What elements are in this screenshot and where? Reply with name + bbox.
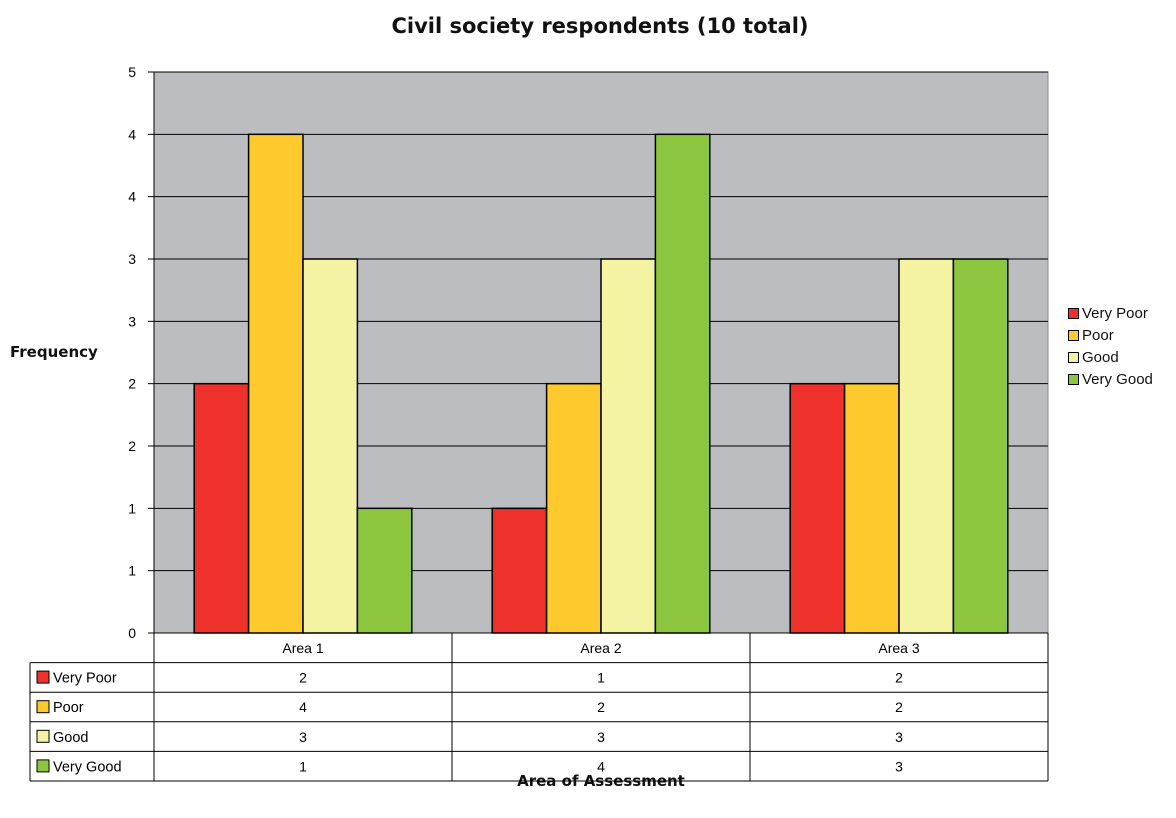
data-label: 3 xyxy=(299,729,307,745)
table-legend-swatch xyxy=(36,759,50,773)
y-tick-label: 1 xyxy=(128,500,136,516)
x-tick-label: Area 3 xyxy=(878,640,919,656)
legend-swatch xyxy=(1068,351,1079,363)
y-axis-label: Frequency xyxy=(10,343,98,361)
table-legend-swatch xyxy=(36,700,50,714)
y-tick-label: 0 xyxy=(128,625,136,641)
bar xyxy=(898,258,955,634)
legend-item: Poor xyxy=(1068,324,1153,346)
legend-item: Very Good xyxy=(1068,368,1153,390)
legend-label: Good xyxy=(1082,348,1119,366)
bar xyxy=(247,133,304,634)
bar xyxy=(654,133,711,634)
data-label: 3 xyxy=(895,758,903,774)
bar xyxy=(600,258,657,634)
data-label: 2 xyxy=(299,670,307,686)
legend-label: Very Good xyxy=(1082,370,1153,388)
data-label: 3 xyxy=(597,729,605,745)
legend-item: Good xyxy=(1068,346,1153,368)
data-label: 1 xyxy=(299,758,307,774)
data-label: 3 xyxy=(895,729,903,745)
legend-label: Very Poor xyxy=(1082,304,1148,322)
data-label: 4 xyxy=(299,699,307,715)
data-label: 2 xyxy=(597,699,605,715)
legend-item: Very Poor xyxy=(1068,302,1153,324)
data-table: Area 1 Area 2 Area 3 Very Poor 2 1 2 Poor 4 2 2 Goo… xyxy=(29,633,1049,782)
table-row-label: Poor xyxy=(53,700,84,716)
legend: Very Poor Poor Good Very Good xyxy=(1068,302,1153,390)
y-tick-labels: 0 1 1 2 2 3 3 4 4 5 xyxy=(128,64,136,641)
data-label: 4 xyxy=(597,758,605,774)
table-legend-swatch xyxy=(36,729,50,743)
bar xyxy=(843,382,900,634)
y-tick-label: 1 xyxy=(128,563,136,579)
y-tick-label: 2 xyxy=(128,438,136,454)
axes xyxy=(148,71,1048,634)
table-legend-swatch xyxy=(36,670,50,684)
data-label: 2 xyxy=(895,699,903,715)
x-tick-label: Area 1 xyxy=(282,640,323,656)
table-row-label: Good xyxy=(53,730,88,746)
legend-swatch xyxy=(1068,329,1079,341)
y-tick-label: 3 xyxy=(128,313,136,329)
legend-label: Poor xyxy=(1082,326,1114,344)
bar xyxy=(545,382,602,634)
data-label: 2 xyxy=(895,670,903,686)
chart-title: Civil society respondents (10 total) xyxy=(391,14,809,38)
bar xyxy=(952,258,1009,634)
x-tick-label: Area 2 xyxy=(580,640,621,656)
data-label: 1 xyxy=(597,670,605,686)
y-tick-label: 2 xyxy=(128,376,136,392)
bars xyxy=(193,133,1009,634)
y-tick-label: 5 xyxy=(128,64,136,80)
bar xyxy=(789,382,846,634)
bar xyxy=(302,258,359,634)
table-row-label: Very Poor xyxy=(53,671,117,687)
table-row-label: Very Good xyxy=(53,759,122,775)
bar xyxy=(491,507,548,634)
y-tick-label: 3 xyxy=(128,251,136,267)
bar xyxy=(193,382,250,634)
legend-swatch xyxy=(1068,307,1079,319)
y-tick-label: 4 xyxy=(128,189,136,205)
legend-swatch xyxy=(1068,373,1079,385)
y-tick-label: 4 xyxy=(128,126,136,142)
bar xyxy=(356,507,413,634)
